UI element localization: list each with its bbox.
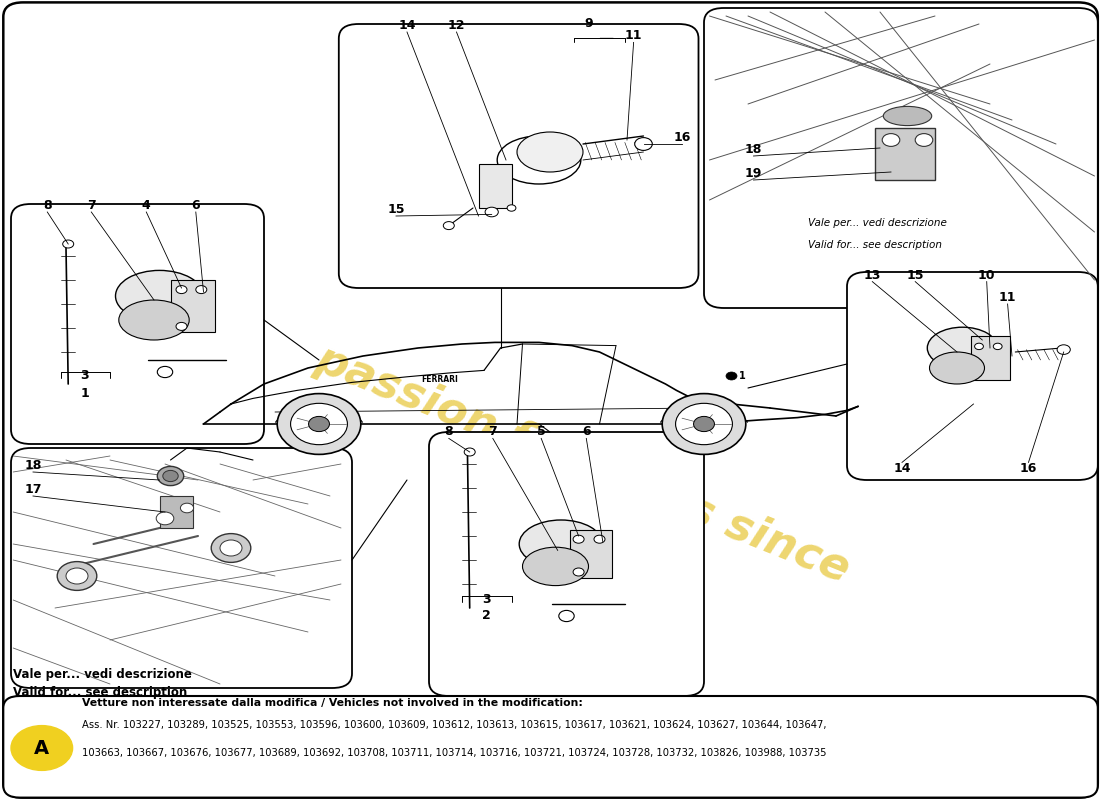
Text: FERRARI: FERRARI	[421, 375, 459, 385]
Bar	[478, 164, 512, 208]
Circle shape	[443, 222, 454, 230]
Text: 6: 6	[582, 426, 591, 438]
Text: 8: 8	[444, 426, 453, 438]
Circle shape	[66, 568, 88, 584]
Text: 3: 3	[80, 370, 89, 382]
Circle shape	[176, 286, 187, 294]
Circle shape	[290, 403, 348, 445]
Text: 19: 19	[745, 167, 762, 180]
Text: 16: 16	[673, 131, 691, 144]
Text: 6: 6	[191, 199, 200, 212]
Circle shape	[63, 240, 74, 248]
Bar	[160, 496, 192, 528]
Text: 3: 3	[482, 594, 491, 606]
Circle shape	[464, 448, 475, 456]
Text: 8: 8	[43, 199, 52, 212]
Text: 12: 12	[448, 19, 465, 32]
Circle shape	[157, 466, 184, 486]
Text: 7: 7	[87, 199, 96, 212]
Ellipse shape	[517, 132, 583, 172]
Text: 1: 1	[80, 387, 89, 400]
Ellipse shape	[522, 547, 588, 586]
Bar	[506, 152, 572, 172]
Text: 14: 14	[893, 462, 911, 475]
FancyBboxPatch shape	[429, 432, 704, 696]
Text: 103663, 103667, 103676, 103677, 103689, 103692, 103708, 103711, 103714, 103716, : 103663, 103667, 103676, 103677, 103689, …	[82, 749, 827, 758]
Circle shape	[559, 610, 574, 622]
Text: 18: 18	[24, 459, 42, 472]
Text: 15: 15	[387, 203, 405, 216]
Text: 13: 13	[864, 269, 881, 282]
FancyBboxPatch shape	[3, 2, 1098, 798]
Bar	[971, 336, 1010, 380]
Circle shape	[675, 403, 733, 445]
FancyBboxPatch shape	[339, 24, 698, 288]
Circle shape	[57, 562, 97, 590]
Ellipse shape	[930, 352, 984, 384]
Text: 11: 11	[999, 291, 1016, 304]
Circle shape	[176, 322, 187, 330]
Text: 15: 15	[906, 269, 924, 282]
Bar	[874, 128, 935, 180]
Ellipse shape	[883, 106, 932, 126]
Circle shape	[163, 470, 178, 482]
Circle shape	[635, 138, 652, 150]
Text: 2: 2	[482, 610, 491, 622]
Circle shape	[573, 568, 584, 576]
Circle shape	[693, 416, 715, 432]
Circle shape	[156, 512, 174, 525]
Text: Vale per... vedi descrizione: Vale per... vedi descrizione	[13, 668, 192, 681]
FancyBboxPatch shape	[704, 8, 1098, 308]
Text: 1: 1	[739, 371, 746, 381]
Circle shape	[662, 394, 746, 454]
Text: 10: 10	[978, 269, 996, 282]
Text: 5: 5	[537, 426, 546, 438]
Circle shape	[594, 535, 605, 543]
Ellipse shape	[927, 327, 998, 369]
Bar	[170, 280, 214, 332]
Ellipse shape	[497, 136, 581, 184]
Text: 7: 7	[488, 426, 497, 438]
Circle shape	[277, 394, 361, 454]
Circle shape	[993, 343, 1002, 350]
Text: 18: 18	[745, 143, 762, 156]
Circle shape	[180, 503, 194, 513]
Text: A: A	[34, 738, 50, 758]
Circle shape	[507, 205, 516, 211]
Circle shape	[11, 726, 73, 770]
FancyBboxPatch shape	[11, 204, 264, 444]
Bar	[570, 530, 612, 578]
Ellipse shape	[116, 270, 204, 322]
FancyBboxPatch shape	[847, 272, 1098, 480]
Circle shape	[573, 535, 584, 543]
Text: passion for parts since: passion for parts since	[309, 337, 857, 591]
Text: 4: 4	[142, 199, 151, 212]
Text: Valid for... see description: Valid for... see description	[808, 240, 943, 250]
Circle shape	[308, 416, 330, 432]
Circle shape	[726, 372, 737, 380]
Text: 14: 14	[398, 19, 416, 32]
Circle shape	[211, 534, 251, 562]
Circle shape	[1057, 345, 1070, 354]
Text: 17: 17	[24, 483, 42, 496]
Text: 11: 11	[625, 30, 642, 42]
FancyBboxPatch shape	[3, 696, 1098, 798]
Circle shape	[157, 366, 173, 378]
Circle shape	[915, 134, 933, 146]
Text: Vetture non interessate dalla modifica / Vehicles not involved in the modificati: Vetture non interessate dalla modifica /…	[82, 698, 583, 708]
Circle shape	[196, 286, 207, 294]
Ellipse shape	[119, 300, 189, 340]
Text: 16: 16	[1020, 462, 1037, 475]
Circle shape	[882, 134, 900, 146]
Circle shape	[485, 207, 498, 217]
Text: 9: 9	[584, 18, 593, 30]
Text: Valid for... see description: Valid for... see description	[13, 686, 187, 698]
Ellipse shape	[519, 520, 603, 568]
FancyBboxPatch shape	[11, 448, 352, 688]
Text: Vale per... vedi descrizione: Vale per... vedi descrizione	[808, 218, 947, 228]
Text: Ass. Nr. 103227, 103289, 103525, 103553, 103596, 103600, 103609, 103612, 103613,: Ass. Nr. 103227, 103289, 103525, 103553,…	[82, 720, 827, 730]
Circle shape	[975, 343, 983, 350]
Circle shape	[220, 540, 242, 556]
